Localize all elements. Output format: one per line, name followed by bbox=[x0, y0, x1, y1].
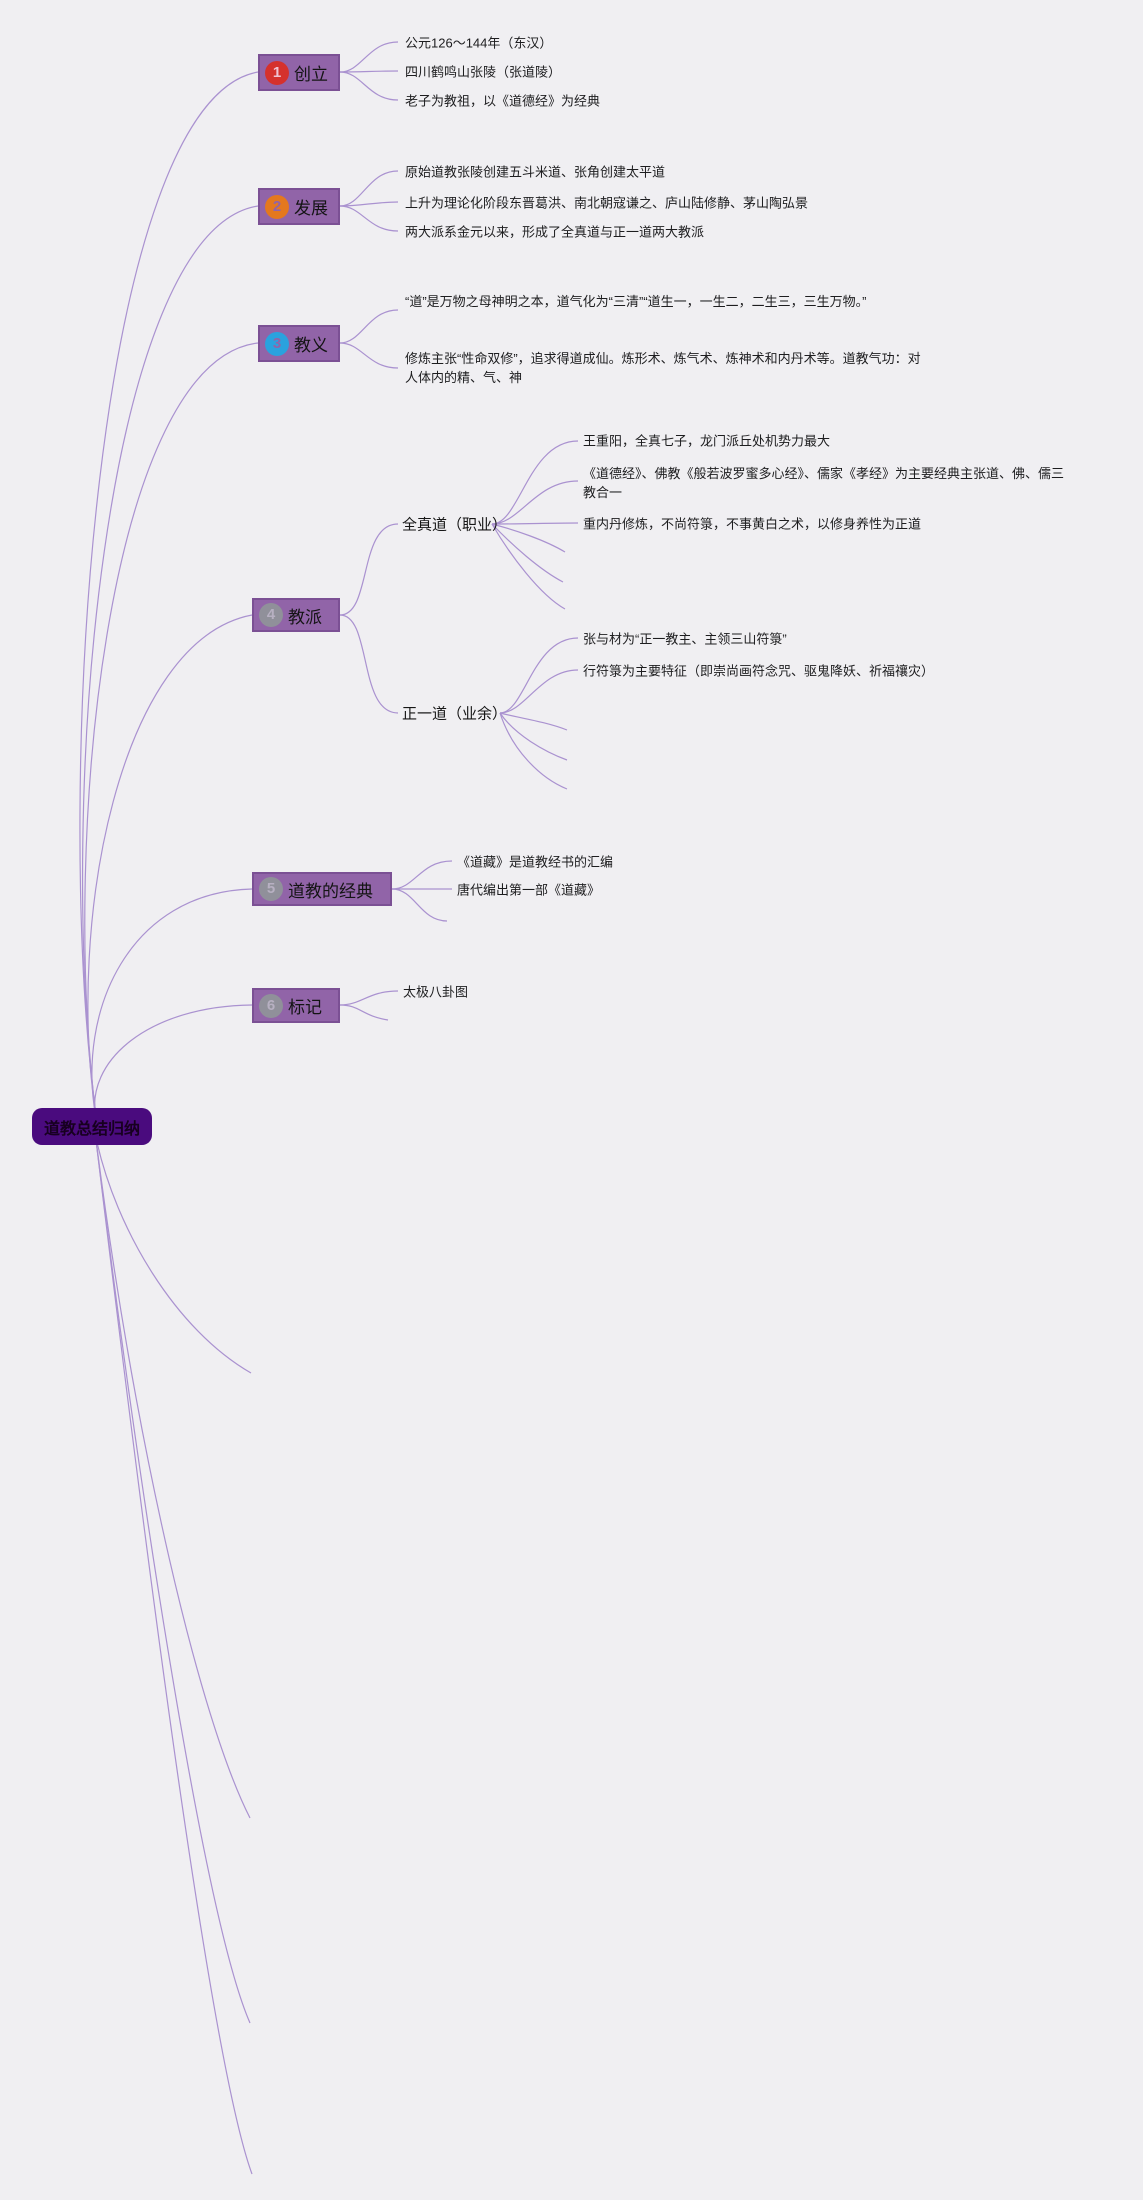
branch-curve bbox=[491, 523, 566, 610]
branch-curve bbox=[491, 522, 579, 525]
priority-badge-5: 5 bbox=[259, 877, 283, 901]
topic-label: 发展 bbox=[294, 199, 328, 218]
branch-curve bbox=[339, 342, 399, 369]
branch-curve bbox=[91, 888, 253, 1119]
branch-curve bbox=[339, 309, 399, 344]
leaf-text[interactable]: 公元126～144年（东汉） bbox=[405, 35, 553, 51]
leaf-text[interactable]: 太极八卦图 bbox=[403, 984, 469, 1000]
branch-curve bbox=[87, 614, 253, 1117]
topic-node-3[interactable]: 3 教义 bbox=[258, 325, 340, 362]
leaf-text[interactable]: 唐代编出第一部《道藏》 bbox=[457, 882, 601, 898]
topic-node-4[interactable]: 4 教派 bbox=[252, 598, 340, 632]
leaf-text[interactable]: 王重阳，全真七子，龙门派丘处机势力最大 bbox=[583, 433, 831, 449]
topic-label: 教派 bbox=[288, 607, 322, 627]
topic-label: 创立 bbox=[294, 65, 328, 84]
leaf-text[interactable]: 行符箓为主要特征（即崇尚画符念咒、驱鬼降妖、祈福禳灾） bbox=[583, 663, 935, 679]
branch-curve bbox=[79, 71, 259, 1117]
branch-curve bbox=[339, 70, 399, 73]
branch-curve bbox=[95, 1137, 252, 1374]
branch-curve bbox=[491, 480, 579, 525]
topic-node-5[interactable]: 5 道教的经典 bbox=[252, 872, 392, 906]
leaf-text[interactable]: 四川鹤鸣山张陵（张道陵） bbox=[405, 64, 562, 80]
topic-label: 道教的经典 bbox=[288, 881, 373, 901]
leaf-text[interactable]: 张与材为“正一教主、主领三山符箓” bbox=[583, 631, 787, 647]
branch-curve bbox=[499, 712, 568, 731]
priority-badge-3: 3 bbox=[265, 331, 289, 356]
branch-curve bbox=[339, 614, 399, 714]
branch-curve bbox=[491, 440, 579, 525]
branch-curve bbox=[391, 860, 453, 890]
branch-curve bbox=[499, 669, 579, 714]
leaf-text[interactable]: “道”是万物之母神明之本，道气化为“三清”“道生一，一生二，二生三，三生万物。” bbox=[405, 294, 867, 309]
branch-curve bbox=[339, 205, 399, 232]
topic-label: 标记 bbox=[288, 998, 322, 1017]
priority-badge-2: 2 bbox=[265, 194, 289, 219]
leaf-text[interactable]: 《道藏》是道教经书的汇编 bbox=[457, 854, 614, 870]
branch-curve bbox=[339, 990, 399, 1006]
branch-curve bbox=[499, 712, 568, 761]
branch-curve bbox=[339, 41, 399, 73]
priority-badge-4: 4 bbox=[259, 603, 283, 627]
root-topic[interactable]: 道教总结归纳 bbox=[32, 1108, 152, 1145]
branch-curve bbox=[95, 1139, 251, 1819]
branch-curve bbox=[391, 888, 448, 922]
leaf-text[interactable]: 上升为理论化阶段东晋葛洪、南北朝寇谦之、庐山陆修静、茅山陶弘景 bbox=[405, 195, 809, 211]
topic-node-6[interactable]: 6 标记 bbox=[252, 988, 340, 1023]
topic-label: 教义 bbox=[294, 336, 328, 355]
leaf-text[interactable]: 《道德经》、佛教《般若波罗蜜多心经》、儒家《孝经》为主要经典主张道、佛、儒三教合… bbox=[583, 466, 1065, 500]
branch-curve bbox=[339, 71, 399, 101]
branch-curve bbox=[499, 712, 568, 790]
branch-curve bbox=[94, 1004, 253, 1121]
branch-curve bbox=[81, 205, 259, 1117]
branch-curve bbox=[491, 523, 566, 553]
branch-curve bbox=[491, 523, 564, 583]
branch-curve bbox=[95, 1139, 251, 2024]
topic-node-1[interactable]: 1 创立 bbox=[258, 54, 340, 91]
leaf-text[interactable]: 重内丹修炼，不尚符箓，不事黄白之术，以修身养性为正道 bbox=[583, 516, 922, 532]
branch-curve bbox=[84, 342, 259, 1117]
leaf-text[interactable]: 修炼主张“性命双修”，追求得道成仙。炼形术、炼气术、炼神术和内丹术等。道教气功：… bbox=[405, 351, 921, 385]
branch-topic-zhengyi[interactable]: 正一道（业余） bbox=[402, 705, 508, 723]
branch-curve bbox=[339, 201, 399, 207]
leaf-text[interactable]: 两大派系金元以来，形成了全真道与正一道两大教派 bbox=[405, 224, 705, 240]
leaf-text[interactable]: 原始道教张陵创建五斗米道、张角创建太平道 bbox=[405, 164, 666, 180]
branch-curve bbox=[95, 1139, 253, 2175]
branch-curve bbox=[339, 1004, 389, 1021]
leaf-text[interactable]: 老子为教祖，以《道德经》为经典 bbox=[405, 93, 601, 109]
priority-badge-1: 1 bbox=[265, 60, 289, 85]
branch-curve bbox=[499, 637, 579, 714]
branch-curve bbox=[339, 170, 399, 207]
branch-curve bbox=[339, 523, 399, 616]
topic-node-2[interactable]: 2 发展 bbox=[258, 188, 340, 225]
priority-badge-6: 6 bbox=[259, 993, 283, 1018]
branch-topic-quanzhen[interactable]: 全真道（职业） bbox=[402, 516, 508, 534]
